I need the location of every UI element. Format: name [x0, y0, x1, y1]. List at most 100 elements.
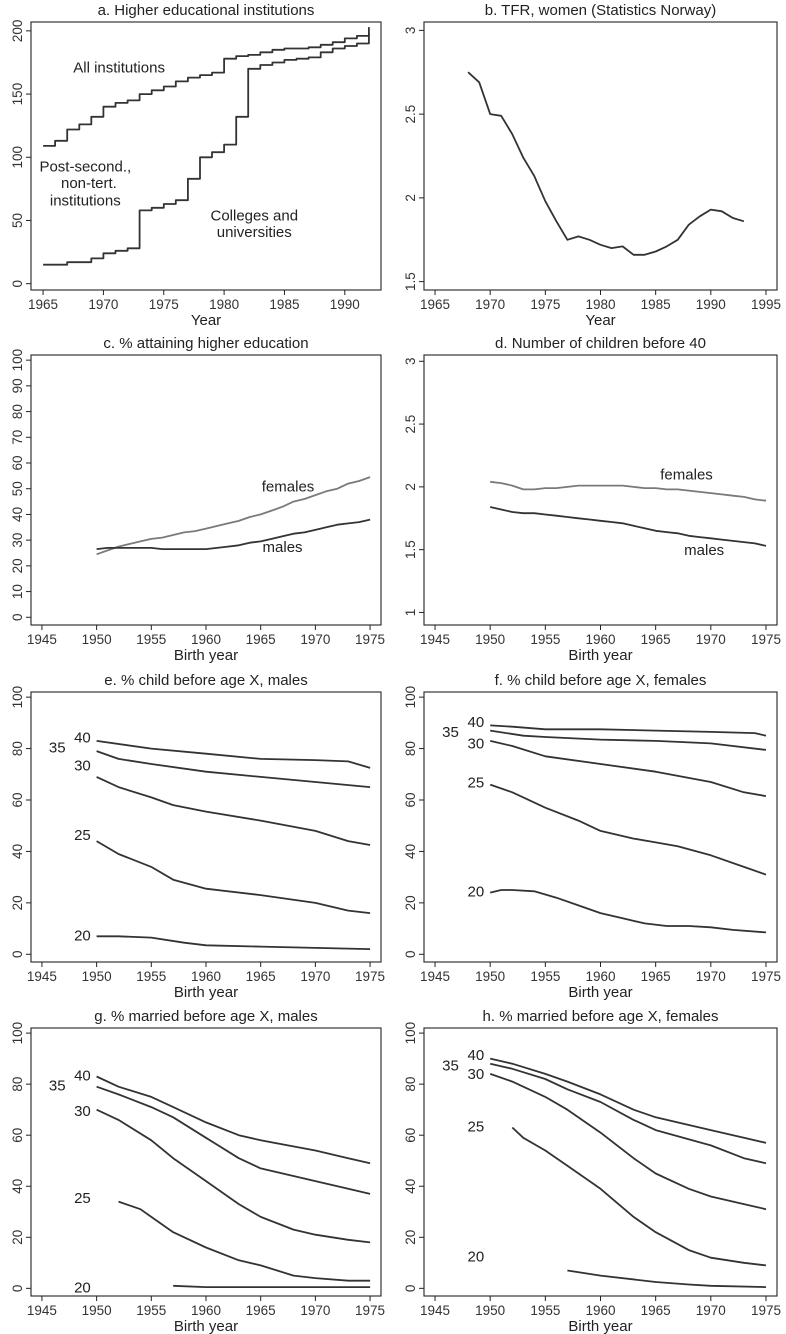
y-tick-label: 0 — [403, 951, 418, 959]
x-tick-label: 1975 — [149, 297, 179, 312]
x-tick-label: 1955 — [136, 1303, 166, 1318]
y-tick-label: 30 — [10, 533, 25, 548]
chart-panel-b: b. TFR, women (Statistics Norway) 1965 197… — [403, 2, 781, 329]
y-tick-label: 40 — [403, 844, 418, 859]
x-tick-label: 1950 — [82, 632, 112, 647]
y-tick-label: 80 — [403, 741, 418, 756]
annotation-label: males — [684, 542, 724, 559]
y-tick-label: 40 — [403, 1179, 418, 1194]
annotation-label: 35 — [442, 724, 459, 741]
x-tick-label: 1970 — [300, 632, 330, 647]
y-tick-label: 10 — [10, 584, 25, 599]
chart-panel-a: a. Higher educational institutions 1965 19… — [10, 2, 382, 329]
chart-panel-d: d. Number of children before 40 1945 1950 1… — [403, 335, 781, 664]
series-line-40 — [96, 740, 371, 769]
y-tick-label: 200 — [10, 20, 25, 43]
x-tick-label: 1975 — [751, 1303, 781, 1318]
x-tick-label: 1980 — [209, 297, 239, 312]
annotation-label: females — [660, 467, 713, 484]
series-line-20 — [489, 889, 767, 934]
chart-title: b. TFR, women (Statistics Norway) — [485, 2, 716, 19]
chart-panel-c: c. % attaining higher education 1945 1950 1… — [10, 335, 385, 664]
x-tick-label: 1950 — [82, 1303, 112, 1318]
y-tick-label: 80 — [10, 404, 25, 419]
y-tick-label: 60 — [10, 1128, 25, 1143]
series-line-40 — [96, 1075, 371, 1165]
y-tick-label: 2 — [403, 483, 418, 491]
y-tick-label: 0 — [10, 1285, 25, 1293]
x-tick-label: 1965 — [246, 632, 276, 647]
y-tick-label: 70 — [10, 430, 25, 445]
x-tick-label: 1945 — [420, 969, 450, 984]
x-tick-label: 1960 — [585, 632, 615, 647]
chart-panel-g: g. % married before age X, males 1945 1950… — [10, 1008, 385, 1334]
series-line-30 — [96, 1108, 371, 1244]
annotation-label: All institutions — [73, 60, 165, 77]
y-tick-label: 2 — [403, 194, 418, 202]
series-line-20 — [96, 935, 371, 950]
annotation-label: 35 — [49, 1078, 66, 1095]
y-tick-label: 20 — [10, 558, 25, 573]
annotation-label: 25 — [74, 1190, 91, 1207]
y-tick-label: 100 — [10, 1022, 25, 1045]
x-axis-label: Year — [585, 312, 615, 329]
series-line-25 — [96, 840, 371, 914]
series-line-30 — [489, 740, 767, 797]
plot-frame — [423, 354, 778, 626]
x-tick-label: 1950 — [475, 1303, 505, 1318]
series-line-35 — [96, 750, 371, 788]
x-tick-label: 1990 — [696, 297, 726, 312]
annotation-label: non-tert. — [61, 175, 117, 192]
annotation-label: 35 — [49, 740, 66, 757]
y-tick-label: 0 — [10, 280, 25, 288]
chart-title: f. % child before age X, females — [495, 672, 707, 689]
series-line-females — [490, 480, 767, 502]
annotation-label: 20 — [74, 927, 91, 944]
annotation-label: 35 — [442, 1057, 459, 1074]
chart-title: a. Higher educational institutions — [98, 2, 315, 19]
chart-panel-e: e. % child before age X, males 1945 1950 19… — [10, 672, 385, 1001]
y-tick-label: 20 — [403, 1230, 418, 1245]
x-tick-label: 1955 — [530, 632, 560, 647]
x-tick-label: 1950 — [475, 969, 505, 984]
series-line-30 — [96, 776, 371, 846]
x-axis-label: Birth year — [568, 647, 632, 664]
x-tick-label: 1960 — [585, 969, 615, 984]
y-tick-label: 100 — [10, 349, 25, 372]
y-tick-label: 40 — [10, 507, 25, 522]
annotation-label: 25 — [468, 1119, 485, 1136]
x-tick-label: 1990 — [330, 297, 360, 312]
annotation-label: 30 — [74, 1103, 91, 1120]
annotation-label: 30 — [74, 758, 91, 775]
annotation-label: females — [262, 478, 315, 495]
x-tick-label: 1985 — [641, 297, 671, 312]
y-tick-label: 20 — [10, 895, 25, 910]
y-tick-label: 0 — [10, 614, 25, 622]
y-tick-label: 1.5 — [403, 272, 418, 291]
x-tick-label: 1955 — [136, 632, 166, 647]
x-axis-label: Birth year — [174, 984, 238, 1001]
annotation-label: institutions — [50, 192, 121, 209]
y-tick-label: 100 — [403, 1022, 418, 1045]
x-tick-label: 1945 — [420, 1303, 450, 1318]
x-tick-label: 1960 — [191, 632, 221, 647]
series-line-colleges-and-universities — [43, 27, 370, 266]
y-tick-label: 40 — [10, 844, 25, 859]
y-tick-label: 60 — [403, 1128, 418, 1143]
y-tick-label: 80 — [10, 741, 25, 756]
series-line-35 — [489, 1062, 767, 1165]
x-axis-label: Birth year — [568, 984, 632, 1001]
x-tick-label: 1970 — [88, 297, 118, 312]
y-tick-label: 0 — [403, 1285, 418, 1293]
series-line-females — [96, 476, 371, 556]
chart-title: h. % married before age X, females — [483, 1008, 719, 1025]
x-axis-label: Year — [191, 312, 221, 329]
annotation-label: 20 — [74, 1279, 91, 1296]
x-tick-label: 1975 — [355, 1303, 385, 1318]
series-line-30 — [489, 1073, 767, 1211]
series-line-35 — [490, 729, 767, 751]
x-tick-label: 1960 — [585, 1303, 615, 1318]
y-tick-label: 20 — [403, 895, 418, 910]
x-tick-label: 1955 — [530, 969, 560, 984]
